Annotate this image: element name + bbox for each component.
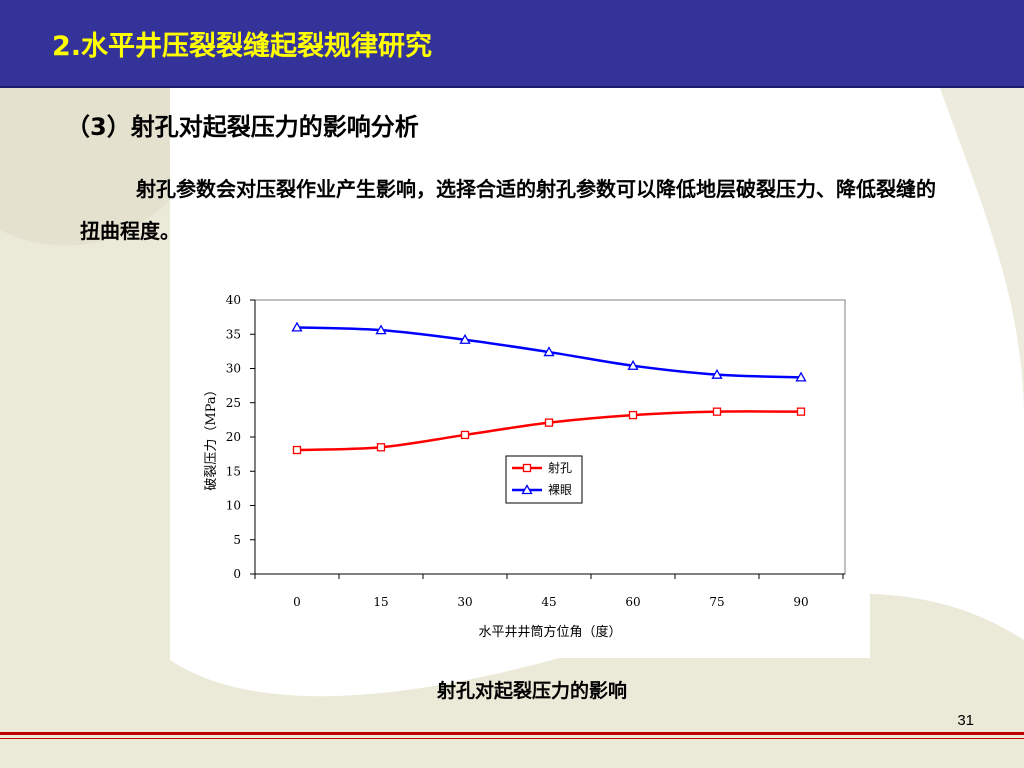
legend-label-perforation: 射孔 [548, 460, 572, 475]
x-tick-label: 75 [709, 595, 724, 609]
y-tick-label: 10 [226, 499, 241, 513]
legend-marker-open-hole [521, 484, 533, 495]
legend-box [505, 455, 583, 504]
footer-line-thin [0, 738, 1024, 739]
data-point-perforation [628, 410, 638, 420]
x-tick-label: 90 [793, 595, 808, 609]
data-point-open-hole [375, 324, 387, 335]
x-tick-label: 45 [541, 595, 556, 609]
chart-caption: 射孔对起裂压力的影响 [436, 680, 627, 702]
data-point-perforation [544, 418, 554, 427]
x-tick-label: 60 [625, 595, 640, 609]
data-point-open-hole [459, 333, 471, 344]
data-point-perforation [460, 430, 470, 440]
data-point-open-hole [291, 321, 303, 332]
x-axis-title: 水平井井筒方位角（度） [478, 624, 621, 640]
data-point-perforation [376, 443, 386, 452]
y-tick-label: 35 [226, 327, 241, 341]
page-number: 31 [957, 712, 974, 729]
plot-area [254, 299, 846, 575]
data-point-open-hole [711, 368, 723, 379]
x-tick-label: 30 [457, 595, 472, 609]
y-tick-label: 30 [226, 362, 241, 376]
data-point-perforation [712, 407, 722, 416]
legend-marker-perforation [522, 463, 532, 473]
data-point-perforation [796, 407, 806, 416]
slide-title: 2.水平井压裂裂缝起裂规律研究 [52, 31, 433, 62]
y-tick-label: 40 [226, 293, 241, 307]
y-tick-label: 0 [233, 567, 241, 581]
body-paragraph: 射孔参数会对压裂作业产生影响，选择合适的射孔参数可以降低地层破裂压力、降低裂缝的… [80, 177, 936, 243]
x-tick-label: 15 [373, 595, 388, 609]
data-point-perforation [292, 445, 302, 455]
section-heading: （3）射孔对起裂压力的影响分析 [66, 113, 419, 141]
footer-line [0, 732, 1024, 735]
y-tick-label: 25 [226, 396, 241, 410]
data-point-open-hole [795, 371, 807, 382]
header-bar: 2.水平井压裂裂缝起裂规律研究 [0, 0, 1024, 88]
data-point-open-hole [543, 346, 555, 357]
y-tick-label: 15 [226, 464, 241, 478]
data-point-open-hole [627, 359, 639, 370]
x-tick-label: 0 [293, 595, 301, 609]
y-tick-label: 5 [233, 533, 241, 547]
y-tick-label: 20 [226, 430, 241, 444]
y-axis-title: 破裂压力（MPa） [204, 383, 219, 490]
legend-label-open-hole: 裸眼 [548, 482, 572, 497]
